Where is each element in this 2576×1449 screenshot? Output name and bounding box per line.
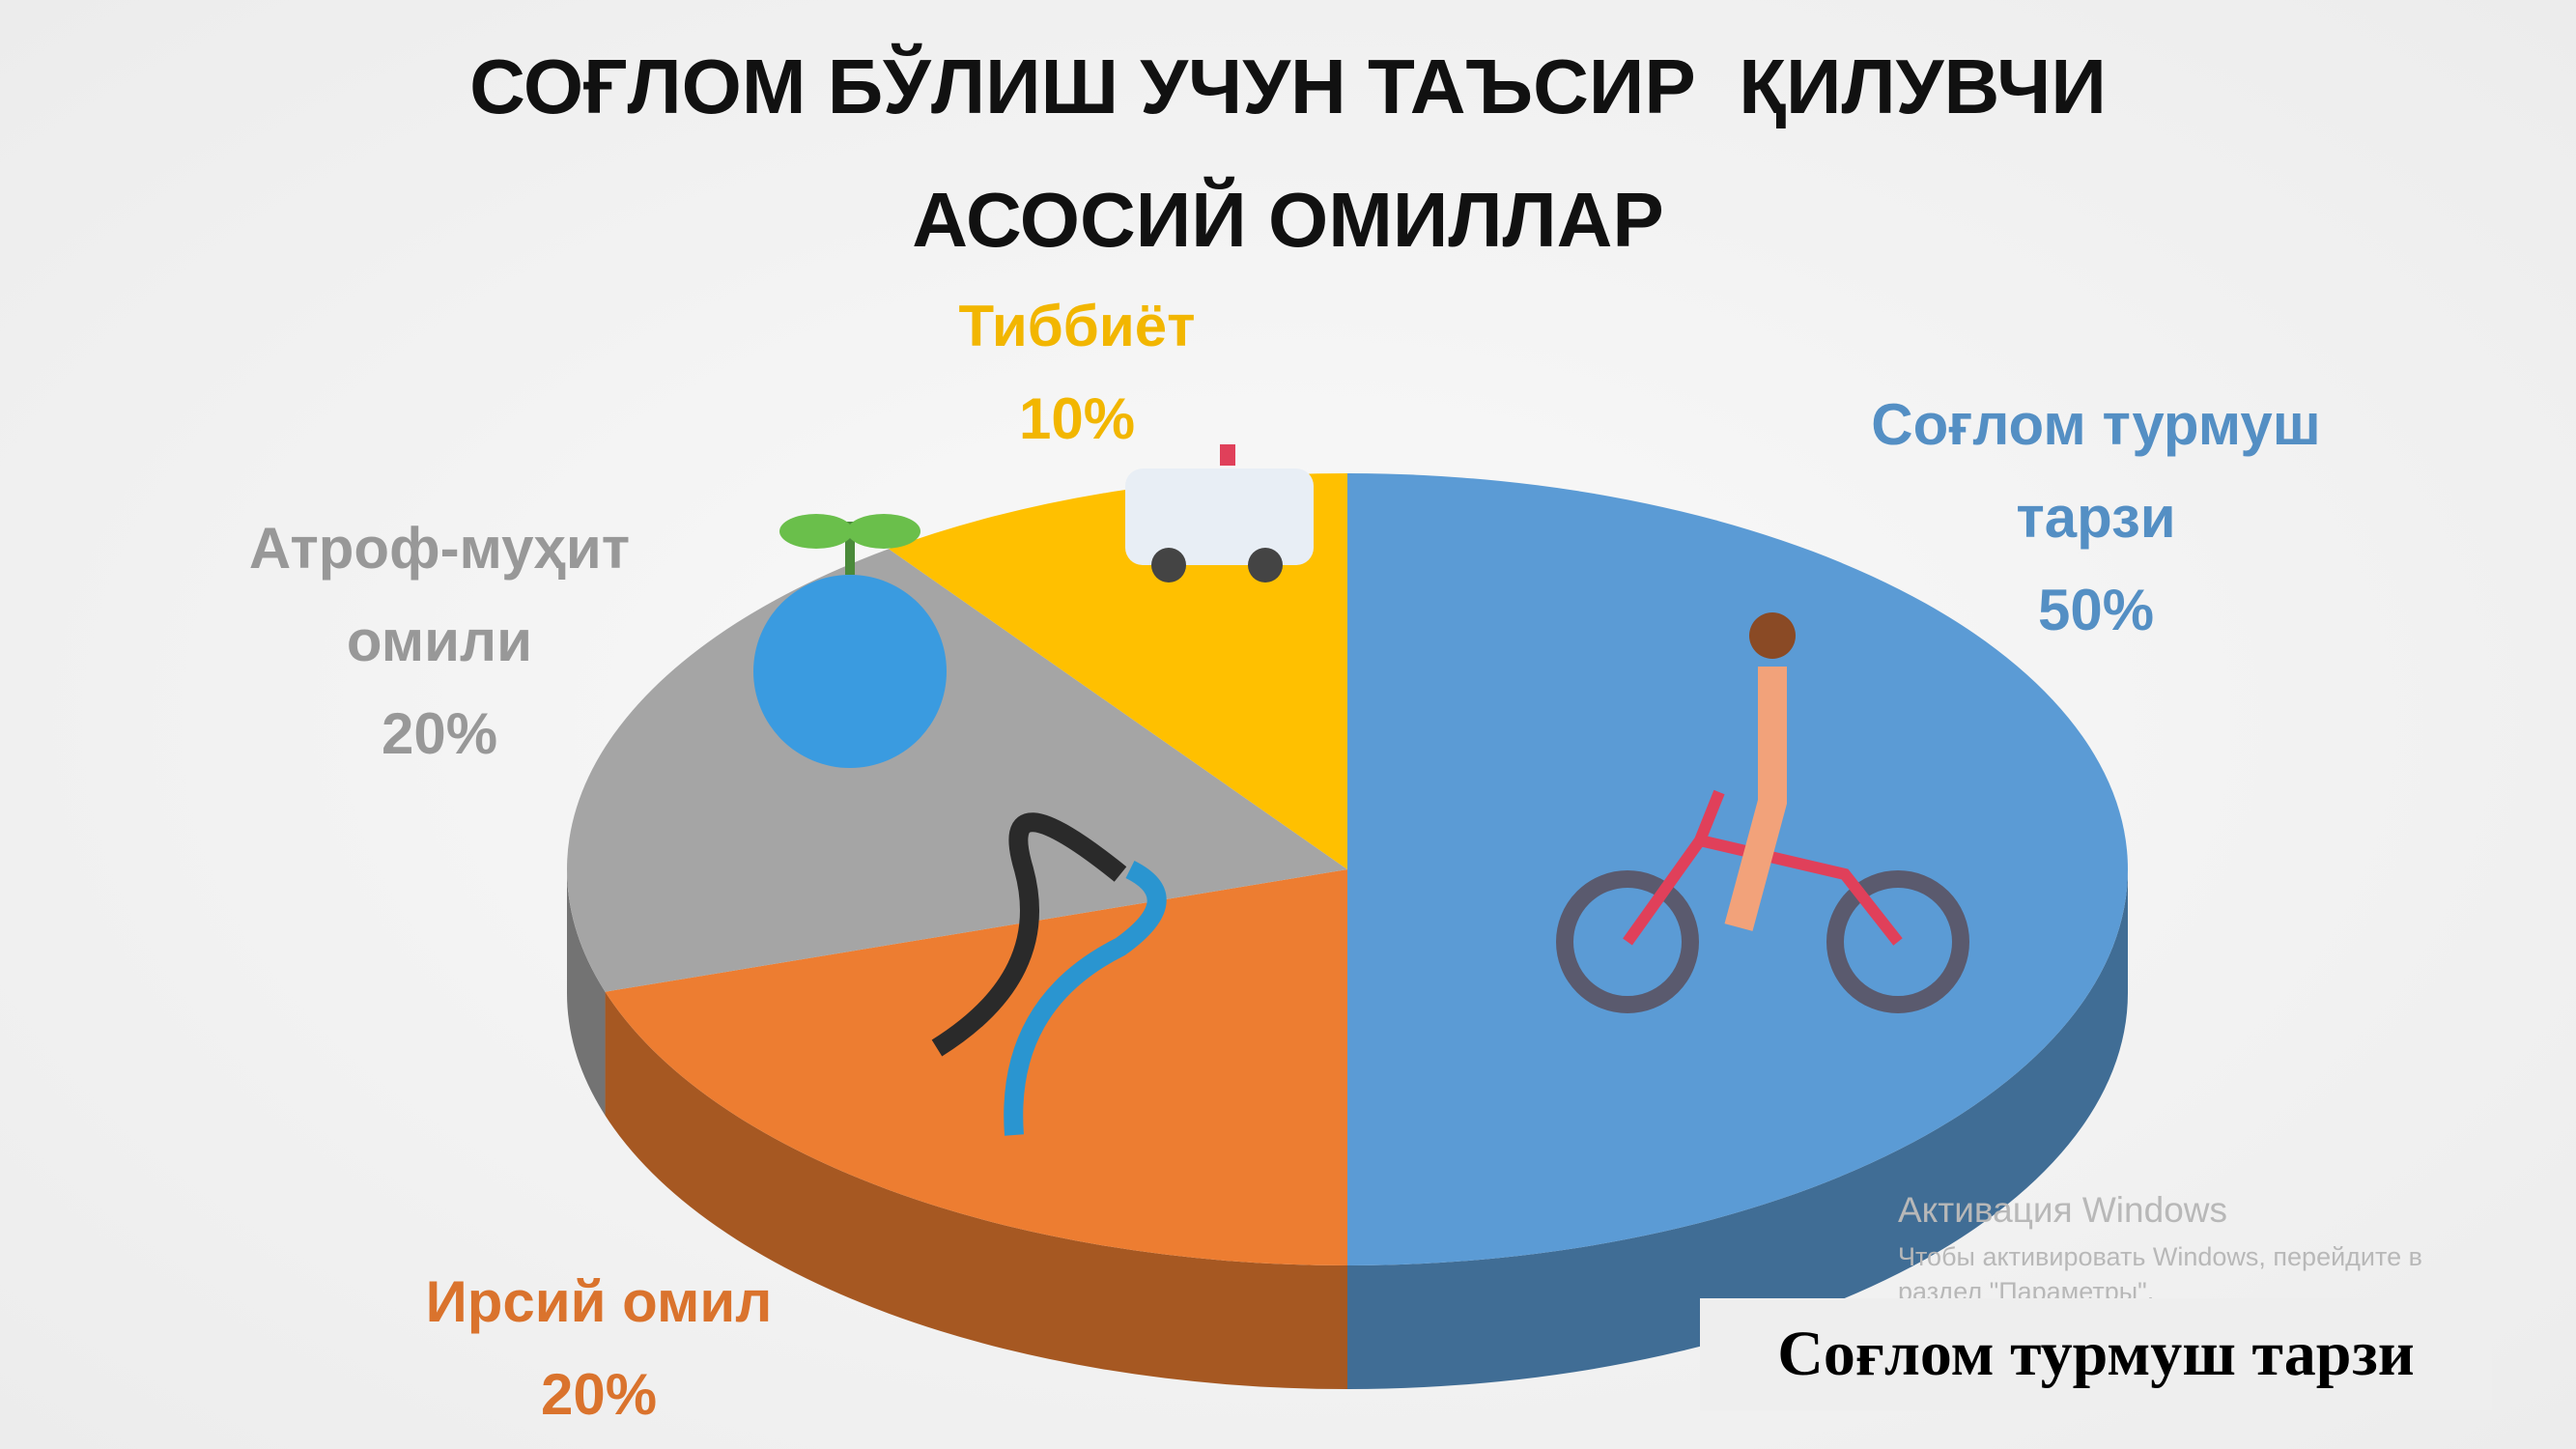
earth-icon: [753, 514, 947, 768]
slice-side: [1347, 869, 2128, 1389]
category-label: Ирсий омил: [425, 1269, 773, 1334]
value-label: 20%: [381, 701, 498, 766]
slice-label: Ирсий омил 20%: [357, 1256, 840, 1441]
value-label: 20%: [540, 1362, 658, 1427]
slice-side: [567, 869, 606, 1116]
slice: [605, 869, 1347, 1265]
chart-subtitle: АСОСИЙ ОМИЛЛАР: [912, 177, 1664, 263]
slice-label: Атроф-муҳит омили 20%: [208, 502, 671, 781]
value-label: 50%: [2037, 578, 2155, 642]
watermark-title: Активация Windows: [1898, 1190, 2227, 1230]
slice: [1347, 473, 2128, 1265]
bike-icon: [1556, 612, 1969, 1013]
slice-label: Тиббиёт 10%: [850, 280, 1304, 466]
category-label: Соғлом турмуш тарзи: [1871, 392, 2321, 550]
chart-title: СОҒЛОМ БЎЛИШ УЧУН ТАЪСИР ҚИЛУВЧИ: [469, 43, 2107, 129]
caption: Соғлом турмуш тарзи: [1700, 1298, 2492, 1410]
slice: [889, 473, 1347, 869]
ambulance-icon: [1125, 444, 1314, 582]
slice-side: [605, 991, 1347, 1389]
category-label: Атроф-муҳит омили: [248, 516, 631, 673]
slice-label: Соғлом турмуш тарзи 50%: [1869, 379, 2323, 657]
category-label: Тиббиёт: [958, 294, 1196, 358]
dna-icon: [931, 812, 1167, 1136]
watermark-text: Чтобы активировать Windows, перейдите в: [1898, 1242, 2422, 1271]
value-label: 10%: [1018, 386, 1136, 451]
